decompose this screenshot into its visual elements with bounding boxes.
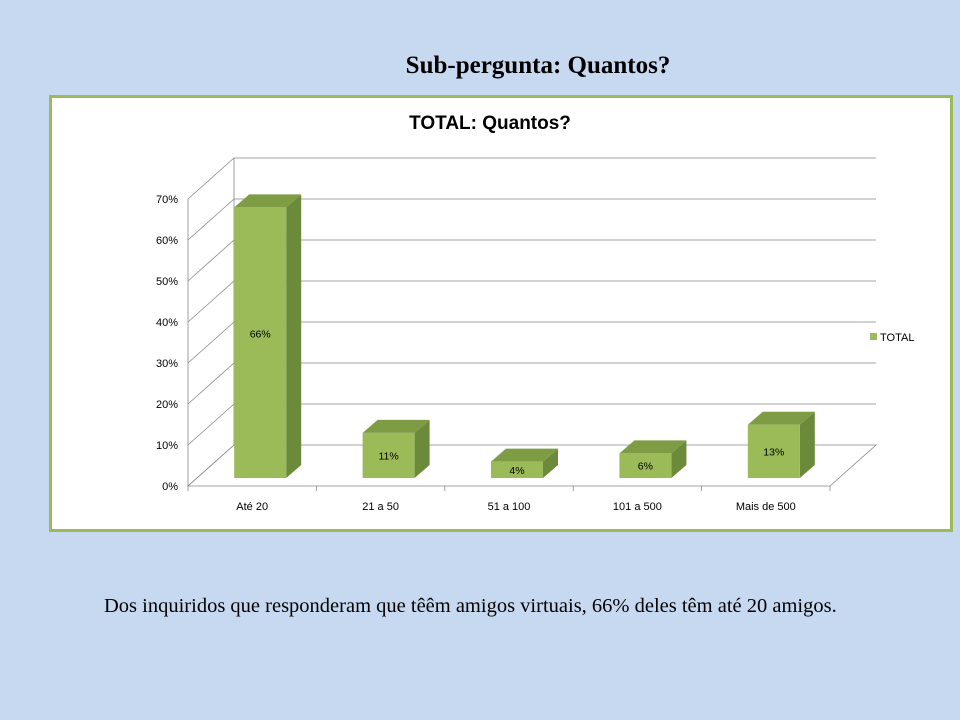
bar-top: [619, 440, 687, 454]
x-axis-ticks: Até 20 21 a 50 51 a 100 101 a 500 Mais de 50…: [187, 486, 831, 513]
x-tick-label: 101 a 500: [613, 501, 662, 513]
bar: 66%: [234, 194, 302, 478]
side-wall-line: [187, 239, 235, 282]
bar-data-label: 66%: [250, 329, 271, 341]
x-tick-label: 21 a 50: [362, 501, 399, 513]
y-tick-label: 30%: [156, 358, 178, 370]
bar-side: [543, 448, 558, 478]
x-tick-label: Mais de 500: [736, 501, 796, 513]
bar-chart: TOTAL: Quantos? 0%10%20%30%40%50%60%70% …: [156, 113, 914, 513]
bar-top: [747, 411, 815, 425]
bar-front: [234, 207, 287, 478]
bar-side: [414, 419, 430, 478]
bar-front: [491, 461, 543, 478]
y-tick-label: 70%: [156, 194, 178, 206]
bar-side: [286, 194, 302, 478]
bar-top: [234, 194, 302, 208]
y-tick-label: 10%: [156, 440, 178, 452]
y-tick-label: 20%: [156, 399, 178, 411]
chart-title: TOTAL: Quantos?: [409, 113, 571, 134]
y-axis-ticks: 0% 10% 20% 30% 40% 50% 60% 70%: [156, 194, 178, 493]
y-tick-label: 60%: [156, 235, 178, 247]
legend-label: TOTAL: [880, 332, 914, 344]
bar: 13%: [747, 411, 815, 478]
bar-top: [491, 448, 558, 462]
chart-frame: TOTAL: Quantos? 0% 10% 20% 30% 40% 50% 60% 70% …: [49, 95, 953, 532]
bar-data-label: 13%: [763, 446, 784, 458]
y-tick-label: 40%: [156, 317, 178, 329]
legend: TOTAL: [870, 332, 914, 344]
slide-title: Sub-pergunta: Quantos?: [405, 52, 671, 79]
bar: 11%: [362, 419, 430, 478]
bar: 4%: [491, 448, 558, 478]
bar-front: [619, 453, 672, 478]
x-tick-label: Até 20: [236, 501, 268, 513]
bar-top: [362, 419, 430, 433]
side-wall-line: [187, 362, 235, 405]
side-wall-line: [187, 403, 235, 446]
bar-side: [671, 440, 687, 478]
side-wall-line: [187, 198, 235, 241]
side-wall-line: [187, 321, 235, 364]
bar-front: [747, 424, 800, 478]
bar-data-label: 6%: [638, 461, 653, 473]
legend-swatch: [870, 333, 877, 340]
y-tick-label: 0%: [162, 481, 178, 493]
bar: 6%: [619, 440, 687, 478]
bars: 66% 11% 4% 6% 13%: [234, 194, 815, 478]
y-tick-label: 50%: [156, 276, 178, 288]
x-tick-label: 51 a 100: [488, 501, 531, 513]
side-wall-line: [187, 157, 235, 200]
bar-data-label: 11%: [378, 450, 398, 462]
bar-front: [362, 432, 415, 478]
bar-side: [799, 411, 815, 478]
bar-data-label: 4%: [509, 465, 524, 477]
chart-floor: [186, 444, 878, 487]
slide-caption: Dos inquiridos que responderam que têêm …: [104, 595, 837, 617]
side-wall-line: [187, 280, 235, 323]
chart-walls: [186, 157, 878, 487]
